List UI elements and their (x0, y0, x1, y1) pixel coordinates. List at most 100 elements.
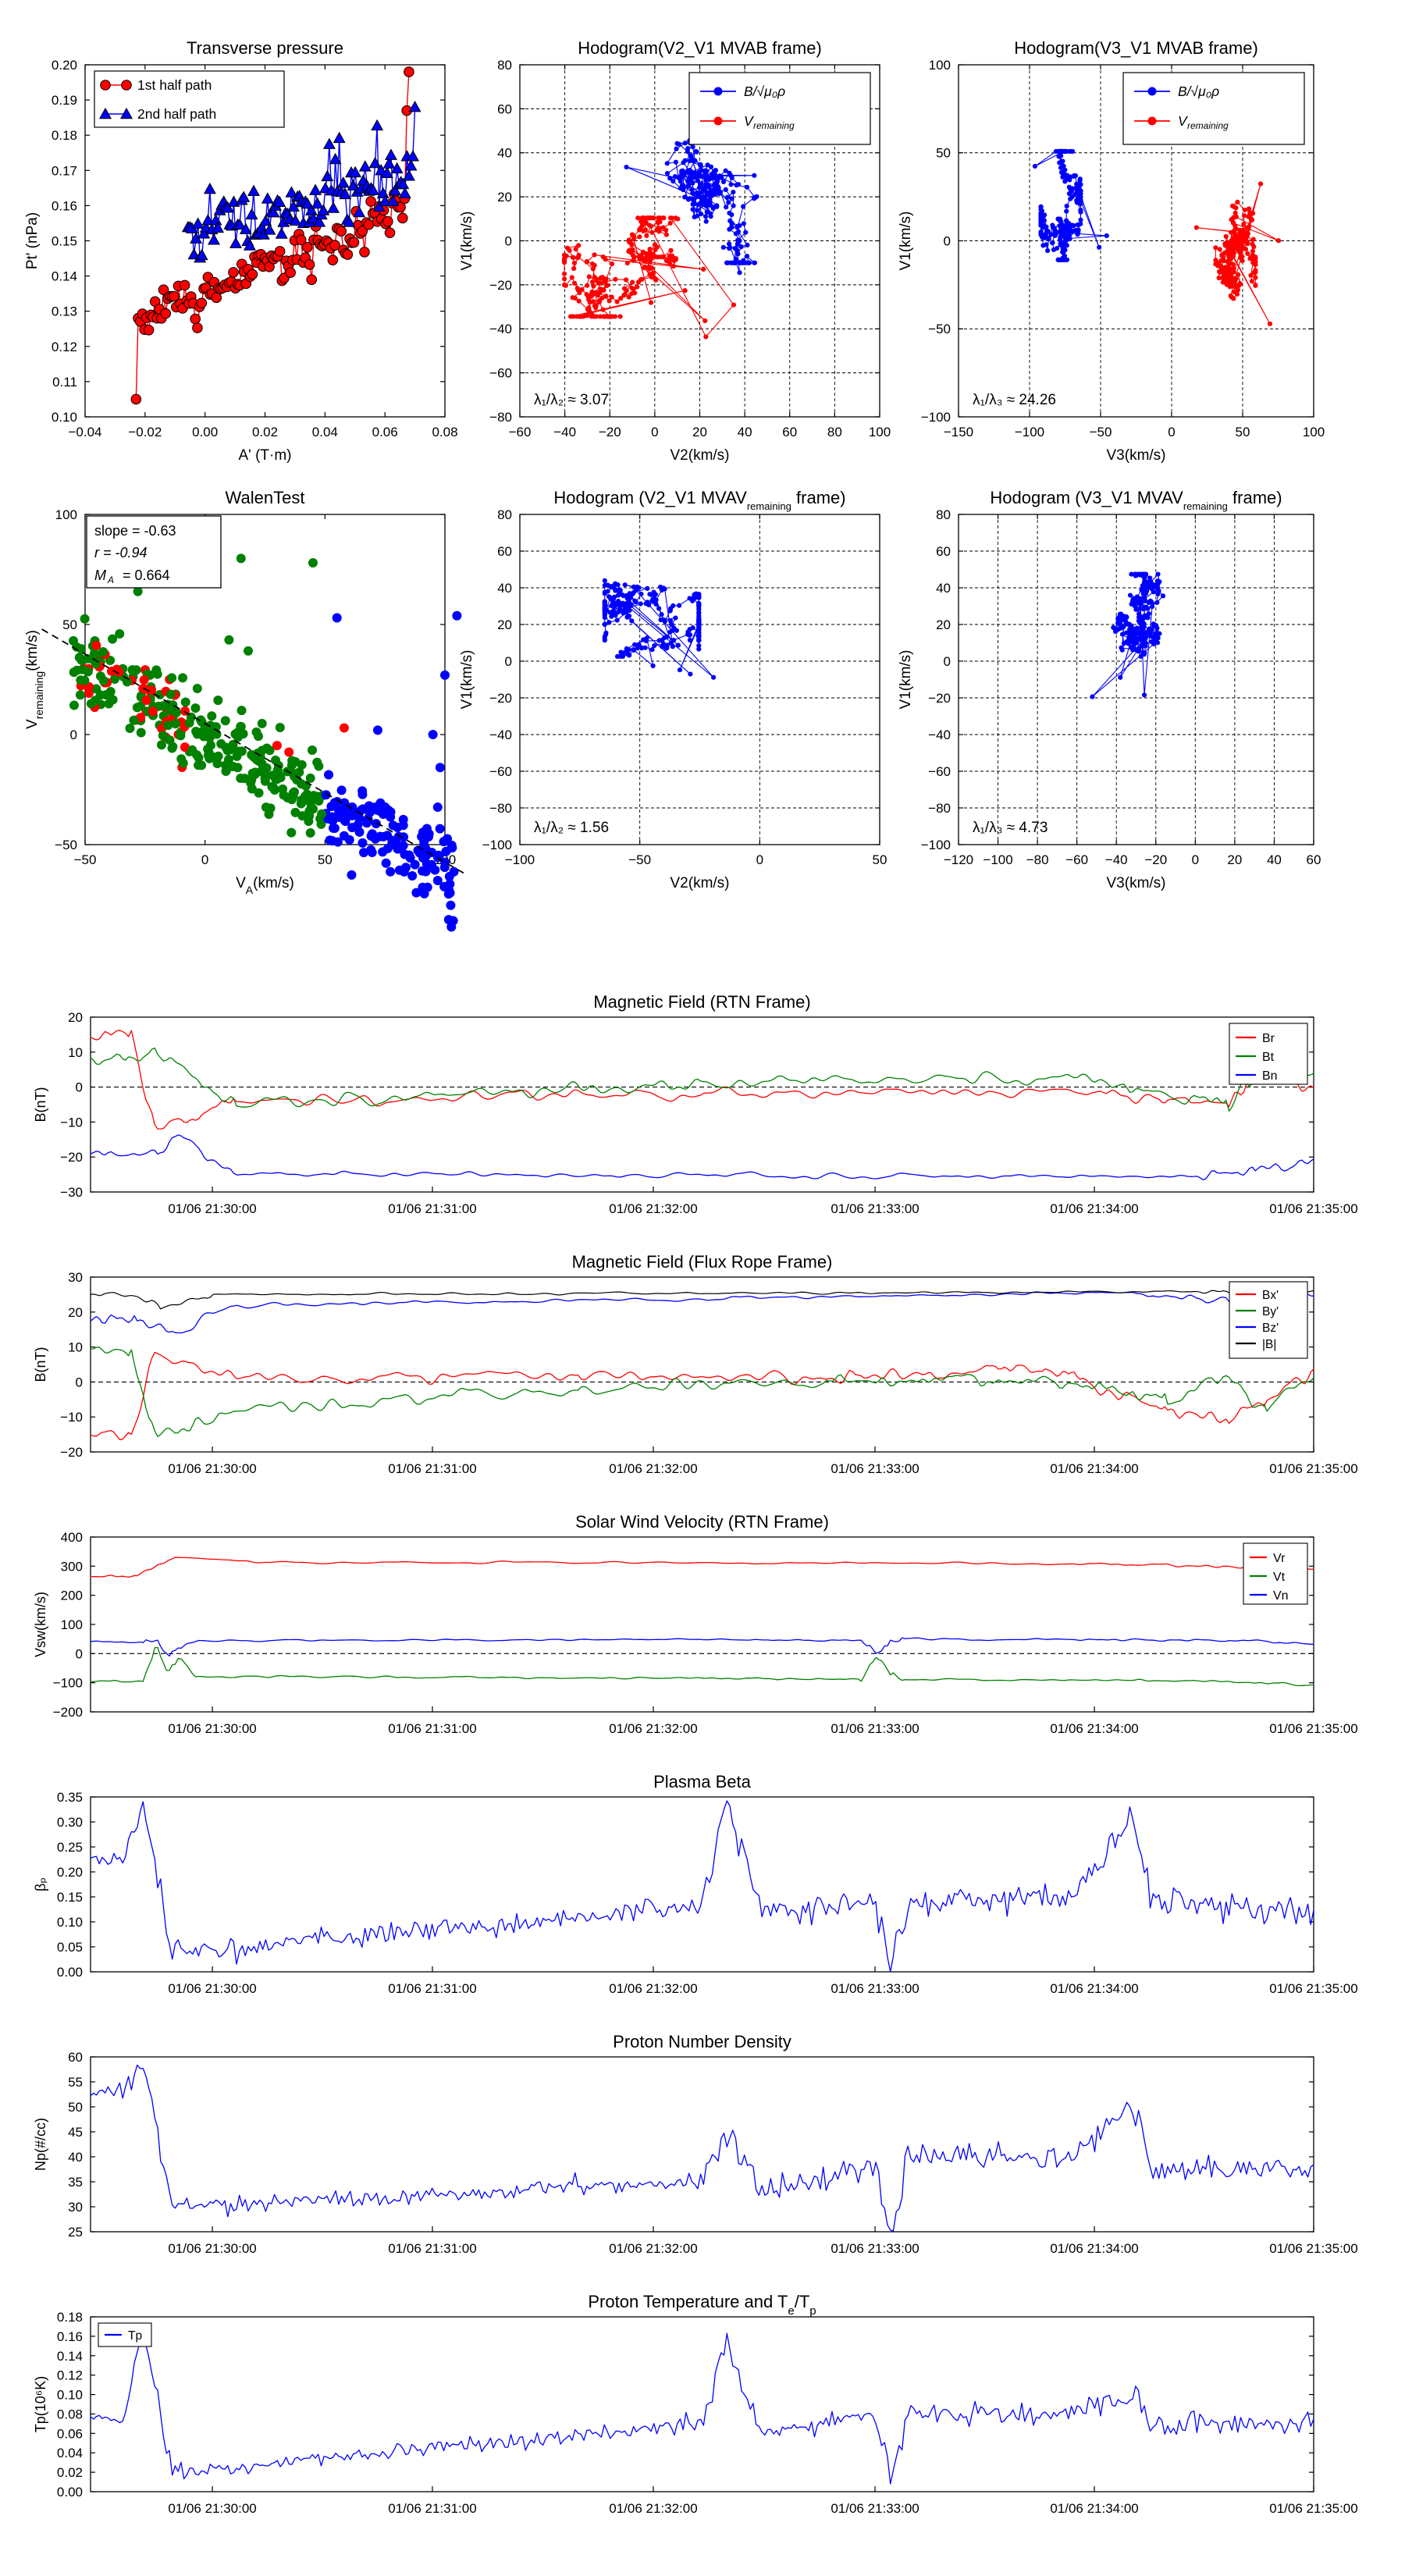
svg-text:Np(#/cc): Np(#/cc) (33, 2118, 48, 2171)
svg-text:−10: −10 (60, 1410, 83, 1425)
svg-text:−0.04: −0.04 (68, 425, 101, 439)
svg-text:= 0.664: = 0.664 (123, 568, 170, 583)
svg-text:−10: −10 (60, 1115, 83, 1130)
svg-text:60: 60 (497, 544, 512, 559)
svg-text:−60: −60 (928, 764, 951, 779)
svg-text:B/√μ₀ρ: B/√μ₀ρ (744, 84, 785, 99)
svg-text:−120: −120 (944, 852, 973, 867)
svg-text:Pt' (nPa): Pt' (nPa) (24, 212, 41, 269)
svg-text:Proton Temperature and Te/Tp: Proton Temperature and Te/Tp (588, 2292, 816, 2318)
svg-text:−100: −100 (921, 410, 951, 425)
svg-text:01/06 21:30:00: 01/06 21:30:00 (168, 1201, 256, 1216)
svg-text:Vn: Vn (1273, 1589, 1289, 1603)
svg-text:A: A (107, 575, 114, 585)
svg-text:0.10: 0.10 (57, 2388, 83, 2403)
svg-text:01/06 21:31:00: 01/06 21:31:00 (388, 2501, 476, 2516)
svg-text:01/06 21:30:00: 01/06 21:30:00 (168, 1721, 256, 1736)
svg-text:0.04: 0.04 (312, 425, 338, 439)
svg-text:0.06: 0.06 (57, 2426, 83, 2441)
svg-text:30: 30 (68, 2200, 83, 2215)
svg-text:40: 40 (936, 581, 951, 596)
svg-text:−100: −100 (53, 1676, 83, 1691)
svg-text:−50: −50 (74, 852, 97, 867)
svg-text:01/06 21:31:00: 01/06 21:31:00 (388, 2241, 476, 2256)
svg-text:Bt: Bt (1262, 1051, 1275, 1064)
svg-text:remaining: remaining (1187, 120, 1229, 131)
svg-text:Vt: Vt (1273, 1571, 1286, 1584)
svg-text:Solar Wind Velocity (RTN Frame: Solar Wind Velocity (RTN Frame) (575, 1512, 829, 1532)
svg-text:−20: −20 (928, 691, 951, 706)
svg-text:−40: −40 (928, 728, 951, 742)
svg-text:01/06 21:31:00: 01/06 21:31:00 (388, 1461, 476, 1476)
svg-text:0.35: 0.35 (57, 1790, 83, 1805)
svg-text:01/06 21:31:00: 01/06 21:31:00 (388, 1201, 476, 1216)
svg-text:V3(km/s): V3(km/s) (1107, 447, 1166, 464)
svg-text:20: 20 (1227, 852, 1242, 867)
svg-text:60: 60 (497, 101, 512, 116)
svg-text:20: 20 (497, 190, 512, 205)
svg-text:2nd half path: 2nd half path (137, 106, 216, 122)
svg-text:01/06 21:31:00: 01/06 21:31:00 (388, 1981, 476, 1996)
svg-text:01/06 21:34:00: 01/06 21:34:00 (1050, 2501, 1138, 2516)
svg-text:0: 0 (944, 654, 951, 669)
svg-text:remaining: remaining (753, 120, 795, 131)
svg-text:01/06 21:34:00: 01/06 21:34:00 (1050, 1201, 1138, 1216)
svg-text:0.12: 0.12 (52, 340, 77, 354)
svg-text:slope = -0.63: slope = -0.63 (94, 523, 176, 539)
svg-text:Tp: Tp (128, 2329, 142, 2343)
svg-text:−80: −80 (489, 410, 512, 425)
svg-text:−20: −20 (489, 691, 512, 706)
svg-text:10: 10 (68, 1045, 83, 1060)
svg-text:0.14: 0.14 (52, 269, 77, 284)
svg-text:01/06 21:32:00: 01/06 21:32:00 (609, 2241, 697, 2256)
svg-text:50: 50 (68, 2100, 83, 2115)
svg-text:0.06: 0.06 (372, 425, 398, 439)
svg-text:0.08: 0.08 (432, 425, 457, 439)
svg-text:01/06 21:30:00: 01/06 21:30:00 (168, 1981, 256, 1996)
svg-text:40: 40 (738, 425, 752, 439)
svg-text:−80: −80 (1026, 852, 1049, 867)
svg-text:40: 40 (497, 146, 512, 161)
svg-text:−100: −100 (921, 838, 951, 852)
svg-text:Vr: Vr (1273, 1552, 1286, 1565)
svg-text:Br: Br (1262, 1032, 1275, 1045)
svg-text:−100: −100 (983, 852, 1012, 867)
svg-text:60: 60 (1307, 852, 1321, 867)
svg-text:100: 100 (869, 425, 891, 439)
svg-text:60: 60 (936, 544, 951, 559)
svg-text:0.15: 0.15 (52, 233, 77, 248)
svg-text:20: 20 (692, 425, 707, 439)
svg-text:M: M (94, 568, 106, 583)
svg-text:V3(km/s): V3(km/s) (1107, 875, 1166, 891)
svg-text:0.16: 0.16 (57, 2329, 83, 2344)
svg-text:01/06 21:35:00: 01/06 21:35:00 (1269, 1461, 1357, 1476)
svg-text:−20: −20 (60, 1445, 83, 1460)
svg-text:−20: −20 (1144, 852, 1167, 867)
svg-text:B(nT): B(nT) (33, 1087, 48, 1123)
svg-text:−40: −40 (1105, 852, 1128, 867)
svg-text:−60: −60 (509, 425, 532, 439)
svg-text:By': By' (1262, 1305, 1279, 1318)
svg-text:40: 40 (68, 2150, 83, 2165)
svg-text:0.17: 0.17 (52, 163, 77, 178)
svg-text:−50: −50 (55, 838, 77, 852)
svg-text:40: 40 (1267, 852, 1282, 867)
svg-text:−50: −50 (928, 322, 951, 336)
svg-text:60: 60 (782, 425, 797, 439)
svg-text:0: 0 (1168, 425, 1175, 439)
svg-text:−20: −20 (489, 278, 512, 293)
svg-text:01/06 21:30:00: 01/06 21:30:00 (168, 2501, 256, 2516)
svg-text:40: 40 (497, 581, 512, 596)
svg-text:30: 30 (68, 1270, 83, 1285)
svg-text:0.18: 0.18 (52, 128, 77, 143)
svg-text:V1(km/s): V1(km/s) (459, 212, 475, 271)
svg-text:01/06 21:35:00: 01/06 21:35:00 (1269, 2241, 1357, 2256)
svg-text:50: 50 (1236, 425, 1250, 439)
svg-text:−40: −40 (489, 728, 512, 742)
svg-text:B(nT): B(nT) (33, 1347, 48, 1382)
svg-text:50: 50 (936, 146, 951, 161)
svg-text:r = -0.94: r = -0.94 (94, 545, 148, 560)
svg-text:0.19: 0.19 (52, 93, 77, 108)
svg-text:|B|: |B| (1262, 1338, 1276, 1351)
svg-text:45: 45 (68, 2125, 83, 2140)
